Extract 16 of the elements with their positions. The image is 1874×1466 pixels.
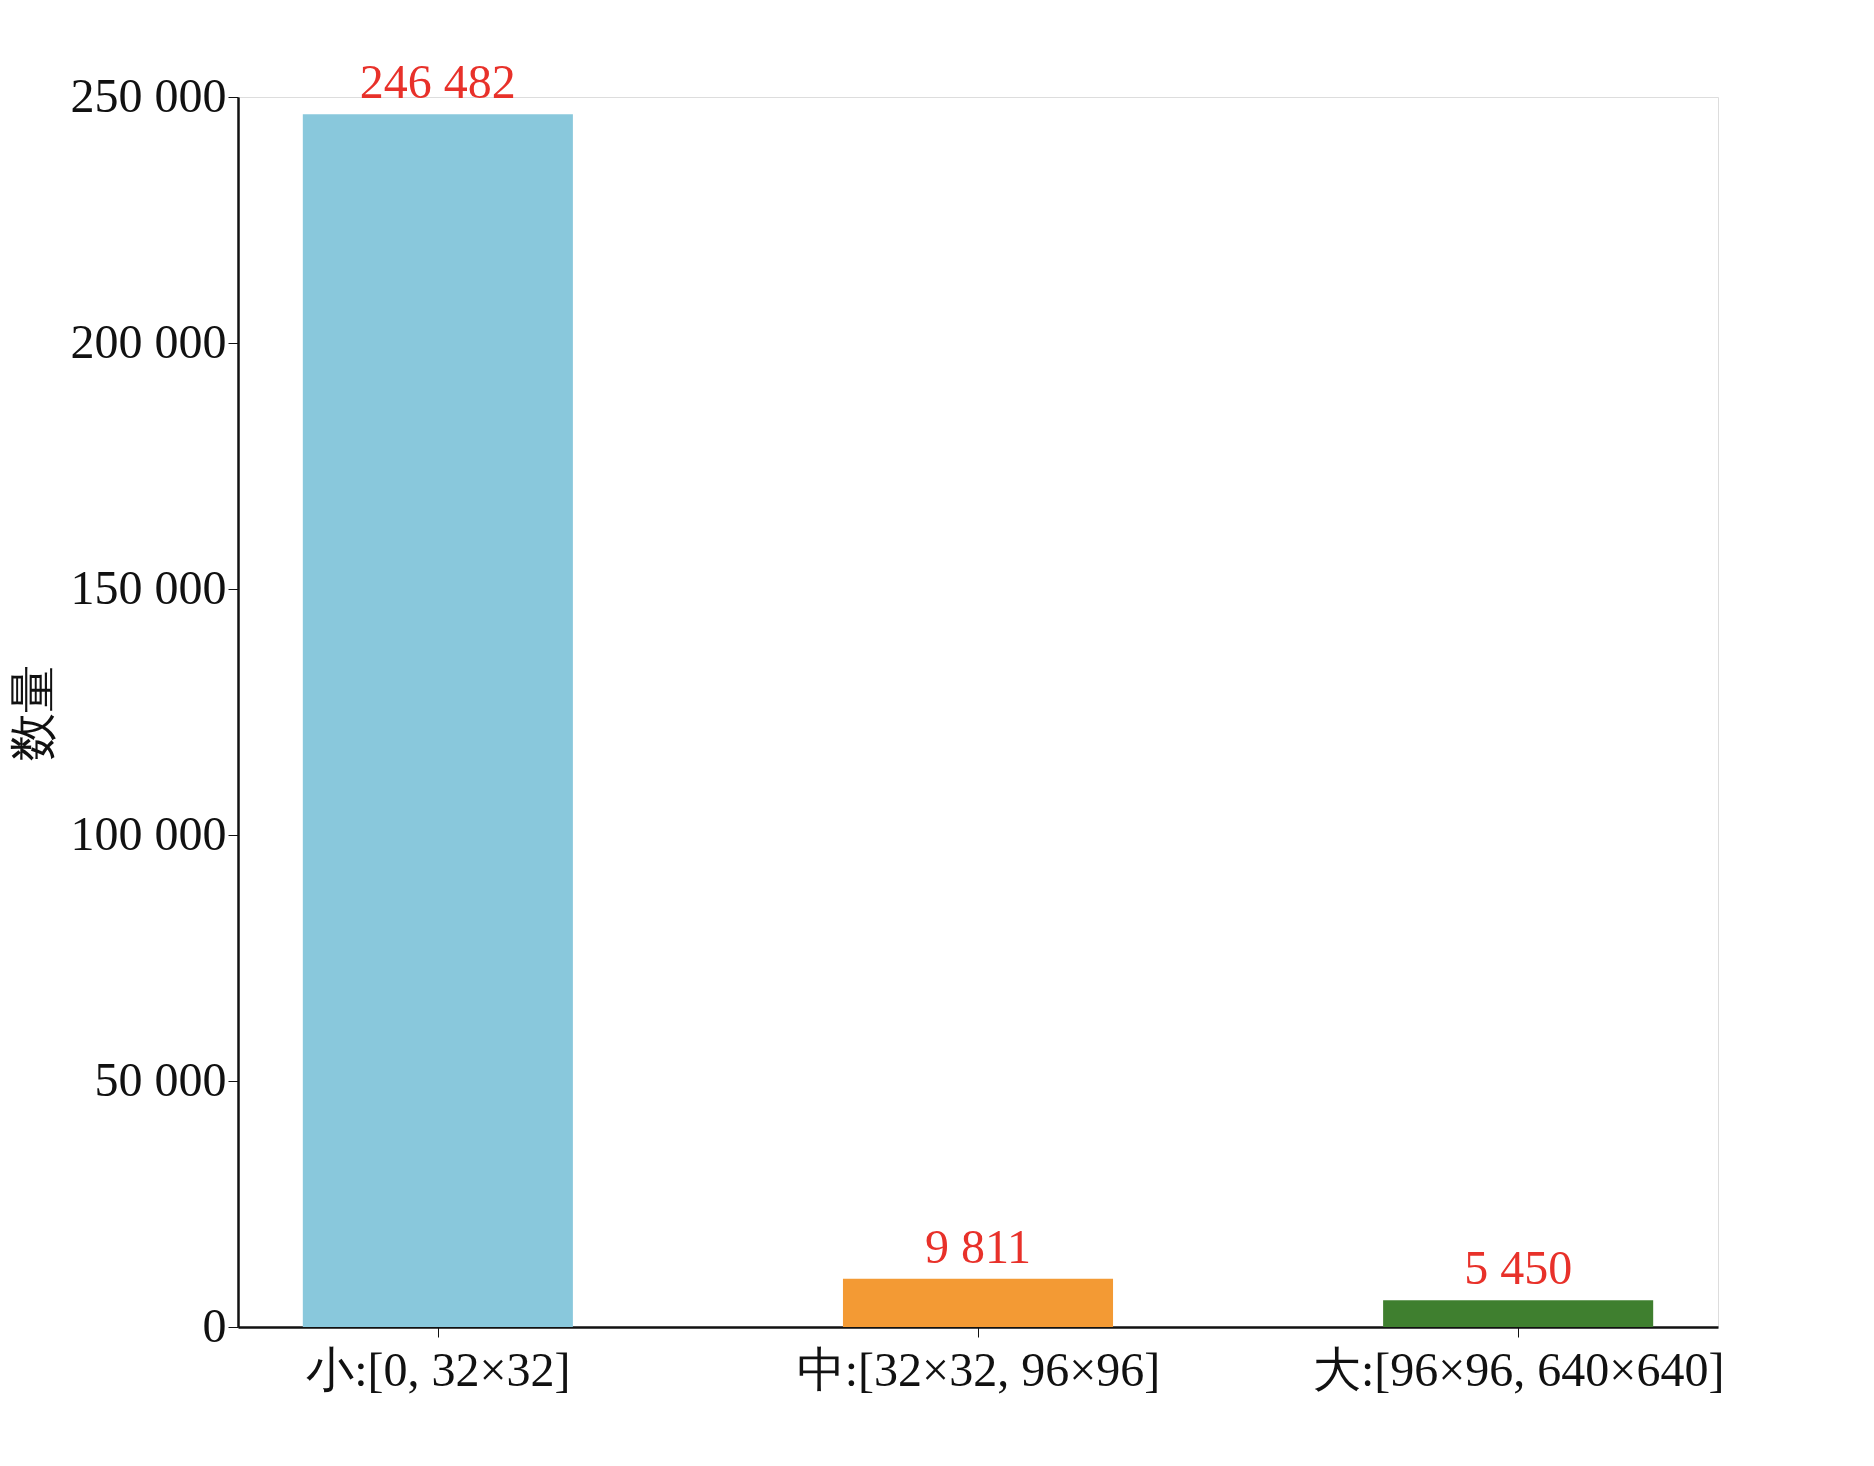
y-tick-label: 150 000 xyxy=(70,560,227,614)
y-tick-label: 250 000 xyxy=(70,68,227,122)
bar xyxy=(842,1278,1114,1327)
bar xyxy=(302,114,573,1327)
y-tick-label: 0 xyxy=(202,1298,227,1352)
data-label: 5 450 xyxy=(1464,1241,1573,1295)
data-label: 9 811 xyxy=(924,1219,1032,1273)
y-axis-title: 数量 xyxy=(5,664,59,761)
y-tick-label: 100 000 xyxy=(70,806,227,860)
data-label: 246 482 xyxy=(359,55,516,109)
x-tick-label: 小:[0, 32×32] xyxy=(306,1342,571,1396)
bar xyxy=(1383,1300,1654,1327)
y-tick-label: 200 000 xyxy=(70,314,227,368)
x-tick-label: 中:[32×32, 96×96] xyxy=(796,1342,1161,1396)
x-tick-label: 大:[96×96, 640×640] xyxy=(1312,1342,1725,1396)
y-tick-label: 50 000 xyxy=(94,1052,227,1106)
